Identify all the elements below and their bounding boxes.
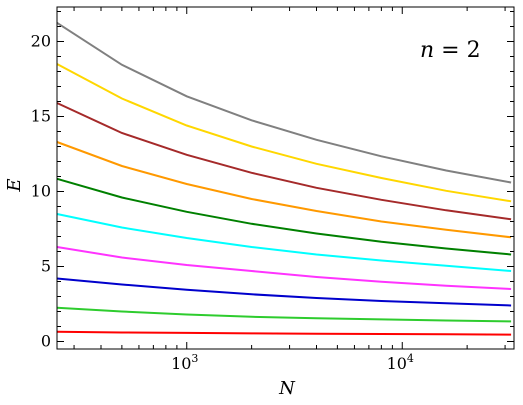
series-line-7 xyxy=(56,141,512,239)
series-line-4 xyxy=(56,246,512,290)
series-line-1 xyxy=(56,330,512,336)
y-tick-label: 15 xyxy=(31,107,51,126)
y-tick-label: 0 xyxy=(41,332,51,351)
y-axis-label: E xyxy=(4,178,25,192)
series-line-10 xyxy=(56,21,512,184)
series-line-2 xyxy=(56,306,512,323)
axis-ticks: 0 5 10 15 20 103 104 xyxy=(31,7,514,373)
x-axis-label: N xyxy=(278,378,296,399)
series-line-3 xyxy=(56,277,512,307)
series-line-5 xyxy=(56,213,512,272)
plot-frame xyxy=(56,6,515,350)
annotation-variable: n xyxy=(420,38,434,63)
annotation-label: n = 2 xyxy=(420,38,481,63)
x-tick-label: 104 xyxy=(387,352,414,373)
y-tick-label: 5 xyxy=(41,257,51,276)
series-line-9 xyxy=(56,63,512,203)
x-tick-label: 103 xyxy=(171,352,198,373)
series-line-8 xyxy=(56,102,512,221)
annotation-value: = 2 xyxy=(434,38,480,63)
y-tick-label: 10 xyxy=(31,182,51,201)
series-line-6 xyxy=(56,177,512,256)
y-tick-label: 20 xyxy=(31,32,51,51)
series-lines xyxy=(56,21,512,336)
